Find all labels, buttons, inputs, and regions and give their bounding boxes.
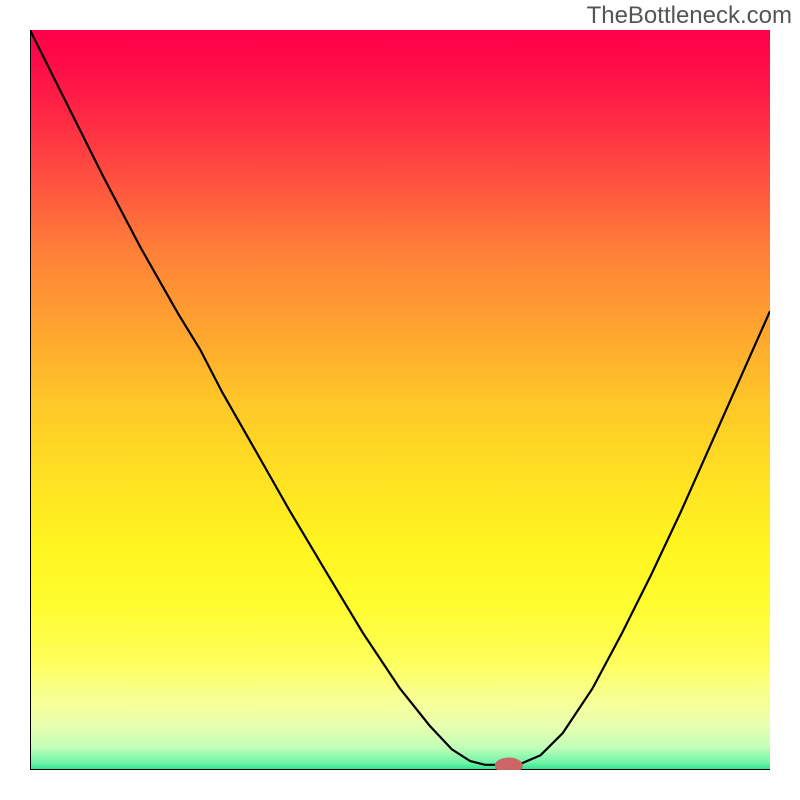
chart-container: TheBottleneck.com <box>0 0 800 800</box>
plot-background <box>30 30 770 770</box>
watermark-text: TheBottleneck.com <box>587 2 792 30</box>
plot-svg <box>30 30 770 770</box>
